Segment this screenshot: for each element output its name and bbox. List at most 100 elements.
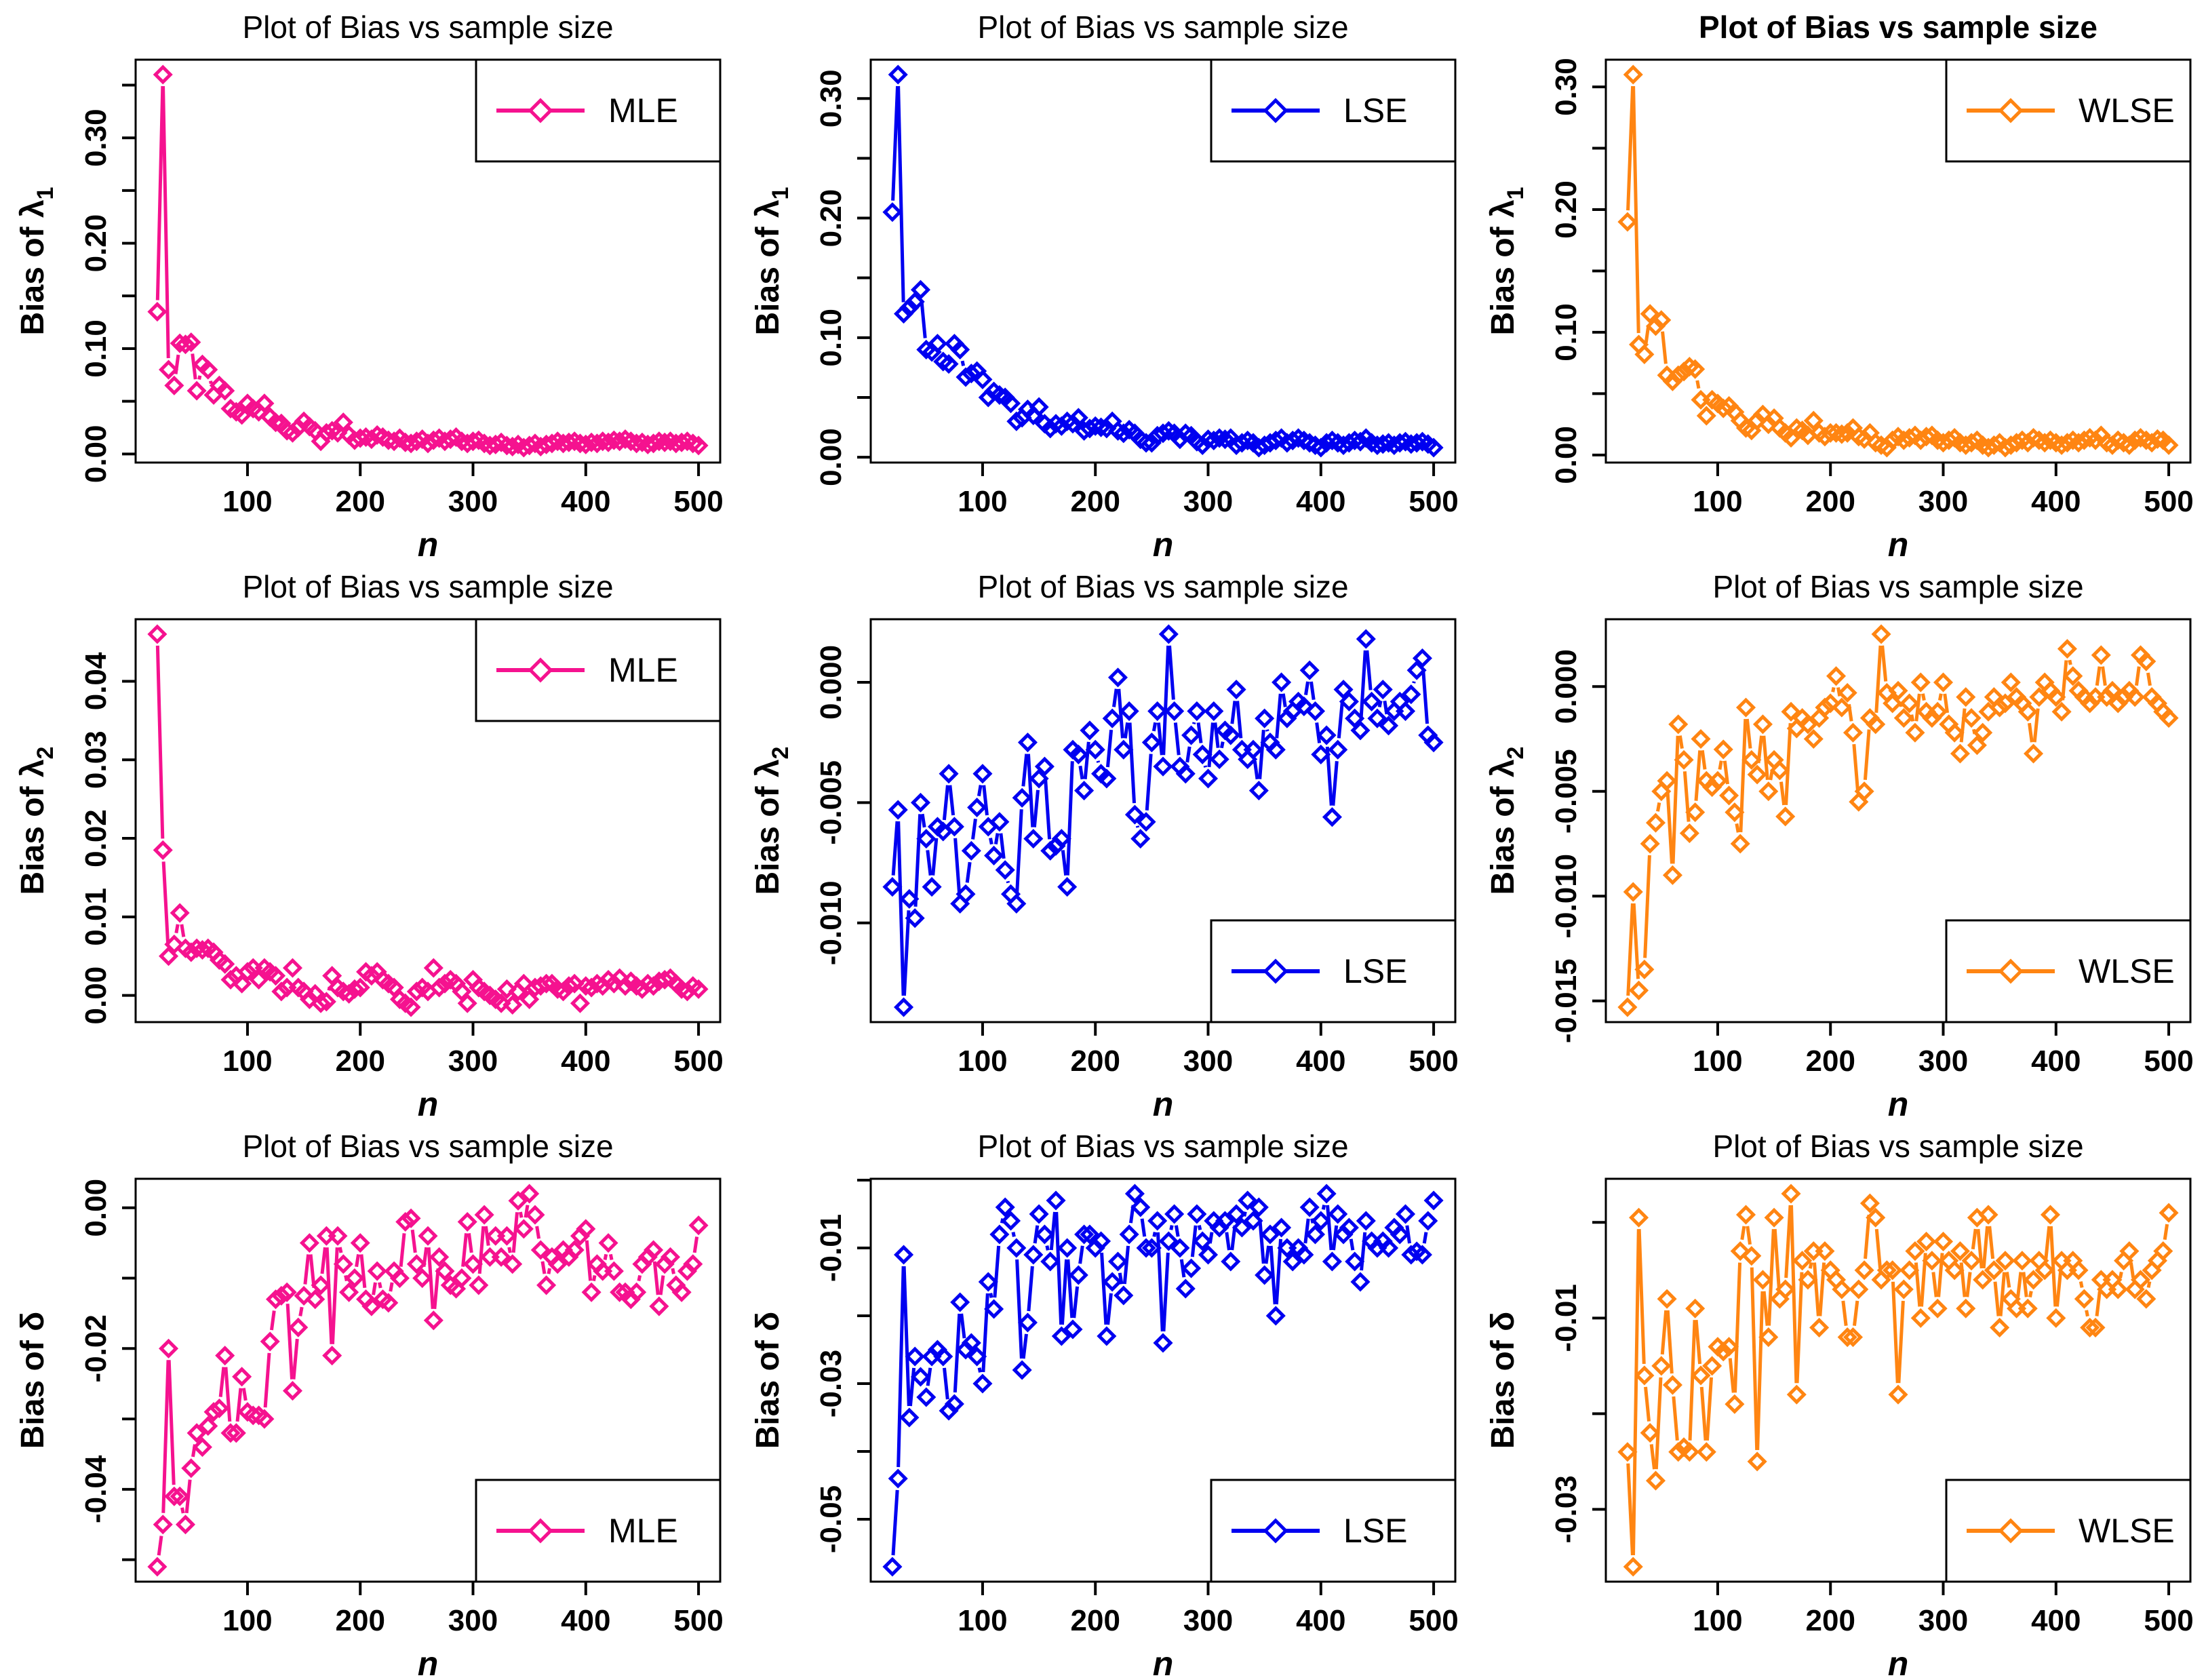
data-point-diamond: [1944, 722, 1965, 743]
series-segment: [1943, 693, 1950, 714]
data-point-diamond: [378, 1293, 399, 1313]
series-segment: [585, 1240, 593, 1281]
data-point-diamond: [1843, 722, 1864, 743]
data-point-diamond: [153, 840, 173, 860]
x-tick-label: 200: [336, 1044, 385, 1078]
data-point-diamond: [1843, 1327, 1864, 1348]
data-point-diamond: [1905, 1241, 1925, 1262]
data-point-diamond: [457, 993, 477, 1013]
series-segment: [1740, 1226, 1746, 1241]
data-point-diamond: [418, 1226, 438, 1246]
panel-wlse-lambda1: Plot of Bias vs sample size 100 200 300 400 5…: [1470, 0, 2205, 560]
data-point-diamond: [1192, 744, 1213, 764]
data-point-diamond: [254, 393, 275, 414]
data-point-diamond: [984, 845, 1004, 865]
data-point-diamond: [1017, 1312, 1038, 1333]
bias-plot-lse-delta: Plot of Bias vs sample size 100 200 300 400 5…: [750, 1129, 1459, 1679]
series-segment: [1728, 1358, 1735, 1393]
y-axis-label: Bias of δ: [750, 1312, 786, 1449]
data-point-diamond: [406, 431, 427, 452]
y-axis-label: Bias of δ: [1485, 1312, 1521, 1449]
data-point-diamond: [1657, 770, 1677, 791]
x-tick-label: 100: [222, 485, 272, 518]
series-segment: [1106, 1293, 1113, 1325]
data-point-diamond: [333, 412, 353, 433]
series-segment: [891, 85, 900, 201]
data-point-diamond: [1328, 1204, 1348, 1224]
series-segment: [1100, 1252, 1108, 1325]
data-point-diamond: [260, 1331, 280, 1352]
x-tick-label: 500: [1409, 1044, 1458, 1078]
data-point-diamond: [1316, 725, 1337, 745]
plot-title: Plot of Bias vs sample size: [242, 569, 613, 604]
series-segment: [1767, 1229, 1775, 1326]
series-segment: [197, 375, 202, 380]
data-point-diamond: [1990, 697, 2010, 718]
data-point-diamond: [1995, 1251, 2015, 1271]
series-segment: [1258, 729, 1265, 779]
data-point-diamond: [311, 1275, 331, 1295]
data-point-diamond: [1192, 1231, 1213, 1251]
data-point-diamond: [1119, 701, 1139, 722]
y-tick-label: 0.00: [79, 966, 113, 1025]
y-axis-label: Bias of λ2: [15, 747, 58, 895]
data-point-diamond: [536, 973, 557, 994]
data-point-diamond: [2040, 1205, 2061, 1225]
data-point-diamond: [1170, 1238, 1190, 1258]
data-point-diamond: [922, 877, 942, 897]
panel-lse-lambda2: Plot of Bias vs sample size 100 200 300 400 5…: [735, 560, 1470, 1119]
data-point-diamond: [1679, 1442, 1699, 1462]
series-segment: [943, 1367, 949, 1400]
data-point-diamond: [1080, 720, 1100, 741]
data-point-diamond: [1854, 781, 1874, 802]
series-segment: [1061, 850, 1068, 876]
data-point-diamond: [1311, 1211, 1331, 1231]
data-point-diamond: [175, 1515, 196, 1535]
data-point-diamond: [1136, 433, 1156, 453]
data-point-diamond: [1068, 408, 1088, 428]
data-point-diamond: [1950, 743, 1970, 764]
data-point-diamond: [282, 423, 302, 443]
x-tick-label: 300: [448, 1604, 498, 1637]
series-segment: [999, 833, 1006, 859]
data-point-diamond: [1634, 959, 1655, 979]
data-point-diamond: [1775, 1279, 1796, 1300]
data-point-diamond: [1645, 813, 1666, 833]
data-point-diamond: [496, 1226, 517, 1246]
data-point-diamond: [1034, 756, 1055, 777]
series-segment: [1998, 1272, 2007, 1316]
data-point-diamond: [1141, 732, 1162, 753]
series-segment: [1745, 718, 1752, 749]
data-point-diamond: [894, 304, 914, 324]
y-tick-label: 0.20: [1550, 180, 1583, 239]
data-point-diamond: [1423, 437, 1444, 458]
data-point-diamond: [1000, 393, 1021, 414]
series-segment: [292, 1338, 299, 1380]
data-point-diamond: [265, 966, 286, 986]
series-segment: [1422, 1232, 1428, 1244]
x-tick-label: 200: [1806, 1044, 1855, 1078]
series-segment: [511, 1212, 519, 1253]
data-point-diamond: [1255, 708, 1275, 728]
series-segment: [1649, 1444, 1656, 1470]
data-point-diamond: [1713, 398, 1733, 418]
y-tick-label: 0.00: [1550, 426, 1583, 484]
series-segment: [161, 85, 170, 359]
data-point-diamond: [882, 1557, 903, 1577]
series-segment: [1874, 1228, 1883, 1269]
data-point-diamond: [237, 962, 258, 982]
data-point-diamond: [164, 375, 184, 395]
data-point-diamond: [435, 1261, 455, 1281]
data-point-diamond: [1085, 416, 1105, 436]
data-point-diamond: [1967, 735, 1987, 756]
data-point-diamond: [159, 1338, 179, 1359]
series-segment: [977, 785, 983, 797]
series-segment: [269, 1310, 276, 1331]
series-segment: [218, 1367, 226, 1397]
x-axis-label: n: [1153, 1645, 1174, 1679]
data-point-diamond: [1679, 823, 1699, 844]
data-point-diamond: [1080, 1224, 1100, 1245]
data-point-diamond: [305, 1289, 326, 1310]
x-tick-label: 300: [1183, 1044, 1233, 1078]
series-segment: [1993, 1281, 2001, 1316]
